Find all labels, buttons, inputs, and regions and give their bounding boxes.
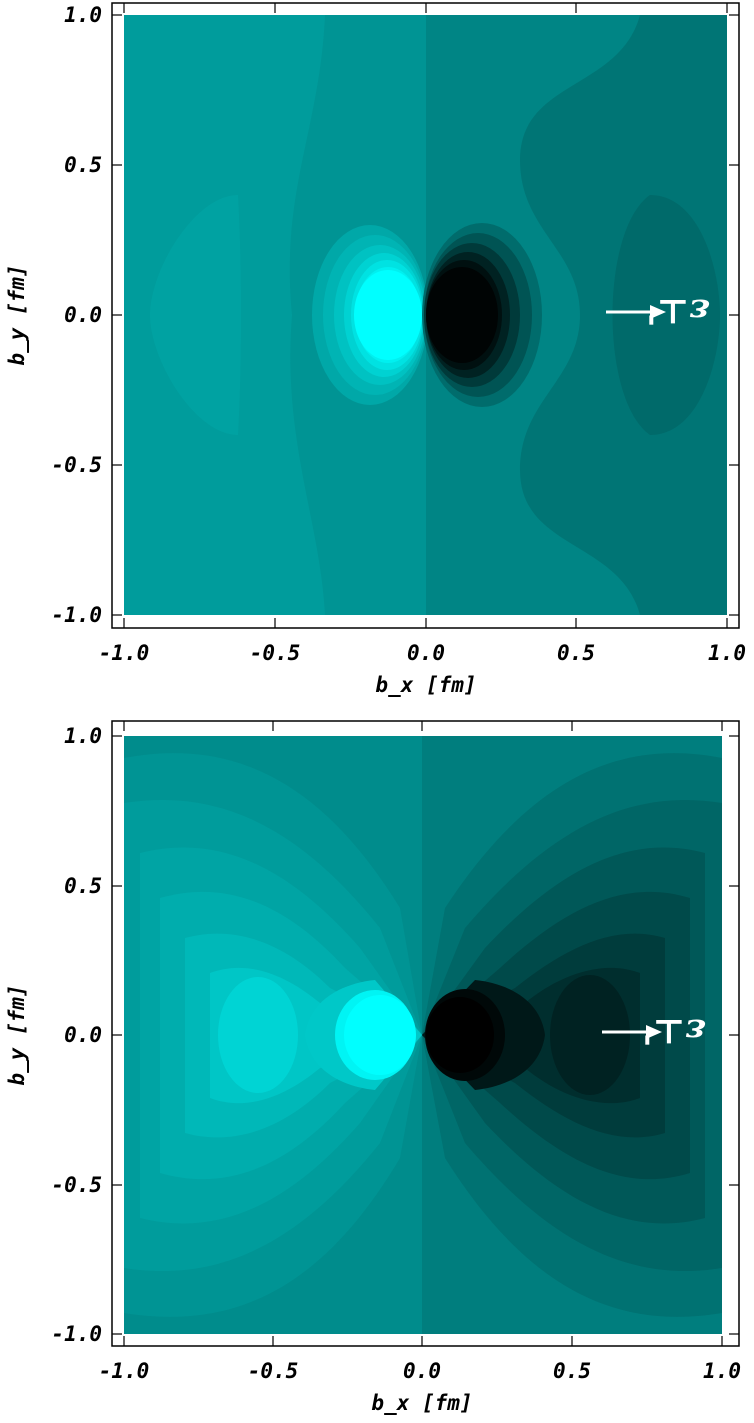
x-tick-label: -0.5 (248, 1359, 299, 1383)
contour-band (426, 997, 494, 1073)
x-tick-label: -1.0 (99, 1359, 150, 1383)
contour-band (550, 975, 630, 1095)
x-tick-label: 1.0 (708, 641, 746, 665)
contour-band (612, 195, 720, 435)
annotation-label: ε⊥' (642, 1011, 706, 1051)
contour-band (218, 977, 298, 1093)
annotation-label: ε⊥' (646, 291, 710, 331)
y-tick-label: 1.0 (64, 724, 102, 748)
x-tick-label: 0.0 (403, 1359, 441, 1383)
y-tick-label: -1.0 (51, 603, 102, 627)
contour-plot-bottom: -1.0 -0.5 0.0 0.5 1.0 1.0 0.5 0.0 -0.5 -… (0, 718, 754, 1423)
y-axis-label: b_y [fm] (5, 264, 29, 365)
y-tick-label: -0.5 (51, 453, 102, 477)
y-tick-label: -1.0 (51, 1322, 102, 1346)
annotation-arrow (606, 305, 666, 319)
x-tick-label: 1.0 (703, 1359, 741, 1383)
contour-plot-top: -1.0 -0.5 0.0 0.5 1.0 1.0 0.5 0.0 -0.5 -… (0, 0, 754, 705)
x-axis-label: b_x [fm] (375, 673, 476, 697)
x-axis-label: b_x [fm] (371, 1391, 472, 1415)
x-ticks (123, 721, 723, 1346)
x-tick-label: 0.0 (407, 641, 445, 665)
y-ticks (112, 14, 739, 616)
y-tick-label: 1.0 (64, 3, 102, 27)
x-tick-label: -0.5 (250, 641, 301, 665)
y-tick-label: 0.0 (64, 1023, 102, 1047)
y-tick-label: 0.0 (64, 303, 102, 327)
y-tick-label: 0.5 (64, 153, 102, 177)
contour-field-top (124, 15, 727, 615)
contour-svg-bottom: -1.0 -0.5 0.0 0.5 1.0 1.0 0.5 0.0 -0.5 -… (5, 720, 741, 1415)
dipole-min-lobe (422, 223, 542, 407)
contour-field-bottom (124, 736, 722, 1334)
x-ticks (123, 3, 728, 628)
y-tick-label: -0.5 (51, 1173, 102, 1197)
y-axis-label: b_y [fm] (5, 984, 29, 1085)
contour-svg-top: -1.0 -0.5 0.0 0.5 1.0 1.0 0.5 0.0 -0.5 -… (5, 2, 746, 697)
contour-band (150, 195, 241, 435)
x-tick-label: -1.0 (99, 641, 150, 665)
x-tick-label: 0.5 (553, 1359, 591, 1383)
y-ticks (112, 735, 739, 1335)
plot-frame (111, 720, 740, 1347)
annotation-arrow (602, 1025, 662, 1039)
dipole-max-lobe (312, 225, 428, 405)
x-tick-label: 0.5 (557, 641, 595, 665)
contour-band (344, 995, 416, 1075)
y-tick-label: 0.5 (64, 874, 102, 898)
